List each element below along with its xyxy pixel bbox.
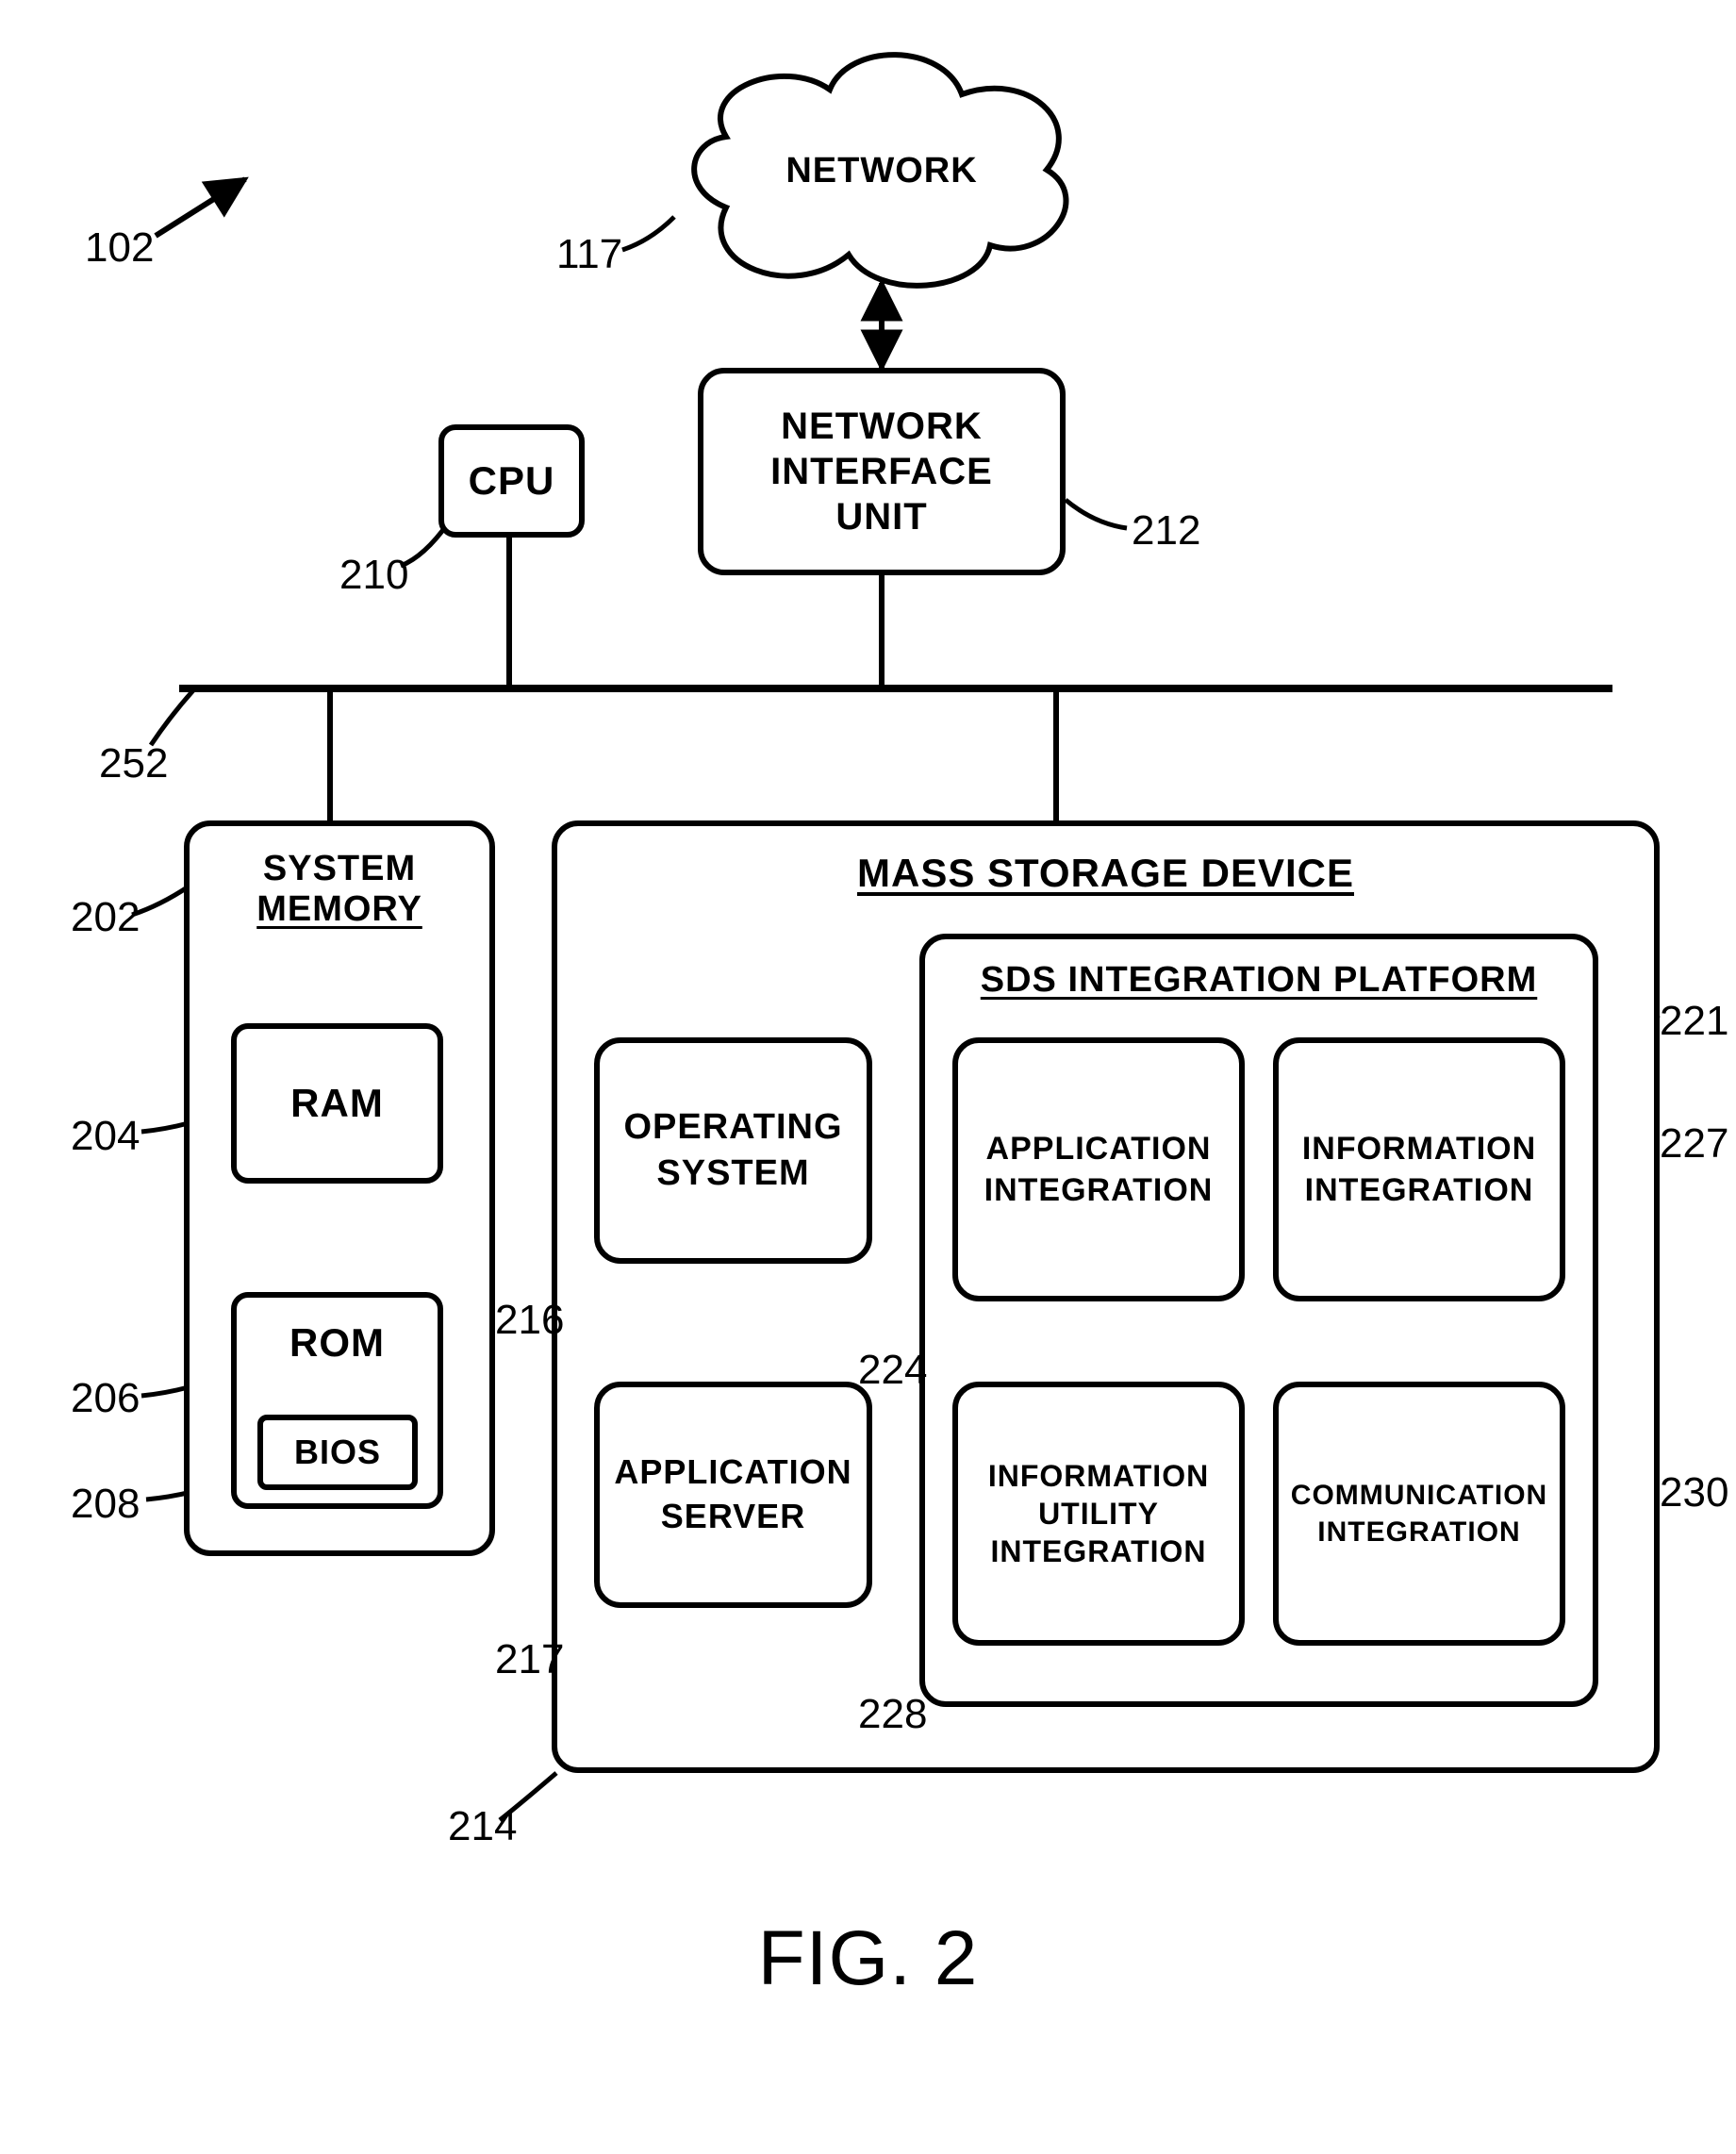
figure-caption: FIG. 2 (0, 1914, 1736, 2003)
ref-221: 221 (1660, 998, 1728, 1045)
information-utility-integration-box: INFORMATION UTILITY INTEGRATION (952, 1382, 1245, 1646)
niu-line3: UNIT (835, 494, 927, 539)
ref-117: 117 (556, 231, 622, 278)
application-server-box: APPLICATION SERVER (594, 1382, 872, 1608)
ref-102: 102 (85, 224, 154, 272)
lead-202 (132, 886, 189, 915)
utilint-line2: UTILITY (1038, 1495, 1159, 1533)
ref-252: 252 (99, 740, 168, 787)
ref-206: 206 (71, 1375, 140, 1422)
ref-208: 208 (71, 1481, 140, 1528)
infoint-line1: INFORMATION (1302, 1128, 1536, 1169)
information-integration-box: INFORMATION INTEGRATION (1273, 1037, 1565, 1301)
ref-217: 217 (495, 1636, 564, 1683)
bios-label: BIOS (294, 1433, 381, 1472)
cpu-label: CPU (469, 458, 555, 504)
sds-platform-title: SDS INTEGRATION PLATFORM (981, 960, 1537, 1001)
commint-line1: COMMUNICATION (1291, 1477, 1547, 1514)
ram-label: RAM (290, 1081, 384, 1126)
ref-216: 216 (495, 1297, 564, 1344)
ref-202: 202 (71, 894, 140, 941)
appint-line1: APPLICATION (986, 1128, 1212, 1169)
niu-line1: NETWORK (781, 404, 983, 449)
ref-230: 230 (1660, 1469, 1728, 1516)
ref-224: 224 (858, 1347, 927, 1394)
bios-box: BIOS (257, 1415, 418, 1490)
ref-227: 227 (1660, 1120, 1728, 1168)
appint-line2: INTEGRATION (984, 1169, 1214, 1211)
mass-storage-title: MASS STORAGE DEVICE (857, 851, 1354, 896)
appsrv-line1: APPLICATION (614, 1450, 851, 1495)
os-line1: OPERATING (623, 1104, 842, 1151)
ref-228: 228 (858, 1691, 927, 1738)
utilint-line1: INFORMATION (988, 1457, 1209, 1495)
communication-integration-box: COMMUNICATION INTEGRATION (1273, 1382, 1565, 1646)
ram-box: RAM (231, 1023, 443, 1184)
ref-212: 212 (1132, 507, 1200, 555)
ref-210: 210 (339, 552, 408, 599)
figure-canvas: 102 117 252 NETWORK NETWORK INTERFACE UN… (0, 0, 1736, 2154)
os-line2: SYSTEM (656, 1151, 809, 1197)
rom-label: ROM (289, 1320, 385, 1366)
niu-line2: INTERFACE (770, 449, 993, 494)
figure-ref-arrow (156, 179, 245, 236)
operating-system-box: OPERATING SYSTEM (594, 1037, 872, 1264)
lead-252 (151, 690, 193, 745)
application-integration-box: APPLICATION INTEGRATION (952, 1037, 1245, 1301)
lead-117 (622, 217, 674, 250)
lead-212 (1066, 500, 1127, 528)
ref-204: 204 (71, 1113, 140, 1160)
ref-214: 214 (448, 1803, 517, 1850)
network-interface-unit-box: NETWORK INTERFACE UNIT (698, 368, 1066, 575)
utilint-line3: INTEGRATION (990, 1533, 1206, 1570)
commint-line2: INTEGRATION (1317, 1514, 1520, 1550)
cpu-box: CPU (438, 424, 585, 538)
network-label: NETWORK (773, 151, 990, 191)
system-memory-title2: MEMORY (256, 889, 422, 930)
system-memory-title1: SYSTEM (263, 849, 416, 889)
appsrv-line2: SERVER (661, 1495, 805, 1539)
infoint-line2: INTEGRATION (1305, 1169, 1534, 1211)
